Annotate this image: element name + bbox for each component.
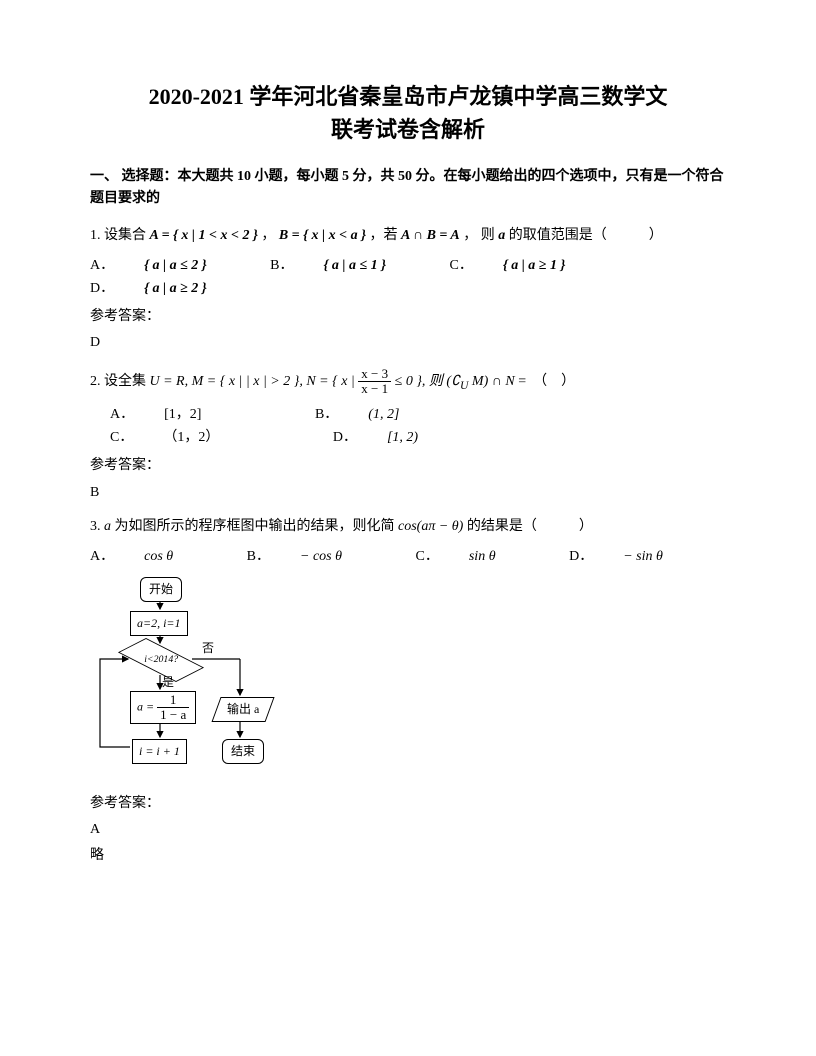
flow-no-label: 否 <box>202 639 214 658</box>
q3-answer: A <box>90 819 726 841</box>
q2-answer: B <box>90 482 726 504</box>
question-2: 2. 设全集 U = R, M = { x | | x | > 2 }, N =… <box>90 367 726 397</box>
q2-options: A． [1，2] B． (1, 2] C． （1，2） D． [1, 2) <box>90 404 726 449</box>
q2-expr-post2: M) ∩ N <box>468 374 514 389</box>
q2-answer-label: 参考答案： <box>90 455 726 477</box>
q1-var: a <box>498 228 505 243</box>
q2-frac: x − 3 x − 1 <box>358 367 391 397</box>
q2-optA: [1，2] <box>164 404 201 426</box>
flow-assign: a = 11 − a <box>130 691 196 725</box>
q1-optB: { a | a ≤ 1 } <box>323 255 386 277</box>
q2-pre: 2. 设全集 <box>90 374 150 389</box>
flowchart: 开始 a=2, i=1 i<2014? 是 否 a = 11 − a i = i… <box>90 577 330 787</box>
q2-frac-num: x − 3 <box>358 367 391 382</box>
page-title: 2020-2021 学年河北省秦皇岛市卢龙镇中学高三数学文 联考试卷含解析 <box>90 80 726 146</box>
q3-optB-lbl: B． <box>247 546 270 568</box>
q3-var: a <box>104 519 111 534</box>
q1-cond: A ∩ B = A <box>401 228 460 243</box>
flow-yes-label: 是 <box>162 673 174 692</box>
q1-answer: D <box>90 332 726 354</box>
q1-mid2: ，若 <box>369 228 401 243</box>
q3-optA: cos θ <box>144 546 173 568</box>
q3-answer-label: 参考答案： <box>90 793 726 815</box>
q1-optC: { a | a ≥ 1 } <box>503 255 566 277</box>
q1-post: 的取值范围是（ ） <box>509 228 663 243</box>
q3-optA-lbl: A． <box>90 546 114 568</box>
q3-optB: − cos θ <box>300 546 342 568</box>
q2-optD: [1, 2) <box>387 427 418 449</box>
q3-options: A． cos θ B． − cos θ C． sin θ D． − sin θ <box>90 546 726 568</box>
q1-mid3: ， 则 <box>463 228 495 243</box>
q1-optD-lbl: D． <box>90 278 114 300</box>
flow-end: 结束 <box>222 739 264 764</box>
q2-optD-lbl: D． <box>333 427 357 449</box>
q1-set-a: A = { x | 1 < x < 2 } <box>150 228 258 243</box>
question-3: 3. a 为如图所示的程序框图中输出的结果，则化简 cos(aπ − θ) 的结… <box>90 516 726 538</box>
q1-mid1: ， <box>261 228 275 243</box>
q3-pre2: 为如图所示的程序框图中输出的结果，则化简 <box>115 519 399 534</box>
title-line-2: 联考试卷含解析 <box>331 117 485 142</box>
q3-expr: cos(aπ − θ) <box>398 519 463 534</box>
q1-pre: 1. 设集合 <box>90 228 150 243</box>
q1-options: A． { a | a ≤ 2 } B． { a | a ≤ 1 } C． { a | … <box>90 255 726 300</box>
q2-optB: (1, 2] <box>368 404 399 426</box>
q1-optD: { a | a ≥ 2 } <box>144 278 207 300</box>
q2-expr-post: ≤ 0 }, 则 (∁ <box>395 374 460 389</box>
section-1-heading: 一、 选择题：本大题共 10 小题，每小题 5 分，共 50 分。在每小题给出的… <box>90 166 726 211</box>
q3-optD-lbl: D． <box>569 546 593 568</box>
q3-optD: − sin θ <box>623 546 663 568</box>
q3-pre1: 3. <box>90 519 104 534</box>
q3-optC-lbl: C． <box>416 546 439 568</box>
title-line-1: 2020-2021 学年河北省秦皇岛市卢龙镇中学高三数学文 <box>149 84 668 109</box>
q1-optA: { a | a ≤ 2 } <box>144 255 207 277</box>
flow-init: a=2, i=1 <box>130 611 188 636</box>
q2-optC: （1，2） <box>163 427 219 449</box>
flow-inc: i = i + 1 <box>132 739 187 764</box>
question-1: 1. 设集合 A = { x | 1 < x < 2 } ， B = { x |… <box>90 225 726 247</box>
q1-optC-lbl: C． <box>450 255 473 277</box>
q2-expr-pre: U = R, M = { x | | x | > 2 }, N = { x | <box>150 374 359 389</box>
flow-output: 输出 a <box>211 697 274 722</box>
q2-frac-den: x − 1 <box>358 382 391 396</box>
q1-set-b: B = { x | x < a } <box>279 228 366 243</box>
q2-optA-lbl: A． <box>110 404 134 426</box>
q2-optB-lbl: B． <box>315 404 338 426</box>
q1-answer-label: 参考答案： <box>90 306 726 328</box>
q2-eq: = （ ） <box>518 374 575 389</box>
q2-optC-lbl: C． <box>110 427 133 449</box>
flowchart-arrows <box>90 577 330 787</box>
q1-optB-lbl: B． <box>270 255 293 277</box>
q3-note: 略 <box>90 845 726 867</box>
q3-post: 的结果是（ ） <box>467 519 593 534</box>
q1-optA-lbl: A． <box>90 255 114 277</box>
q3-optC: sin θ <box>469 546 496 568</box>
flow-start: 开始 <box>140 577 182 602</box>
